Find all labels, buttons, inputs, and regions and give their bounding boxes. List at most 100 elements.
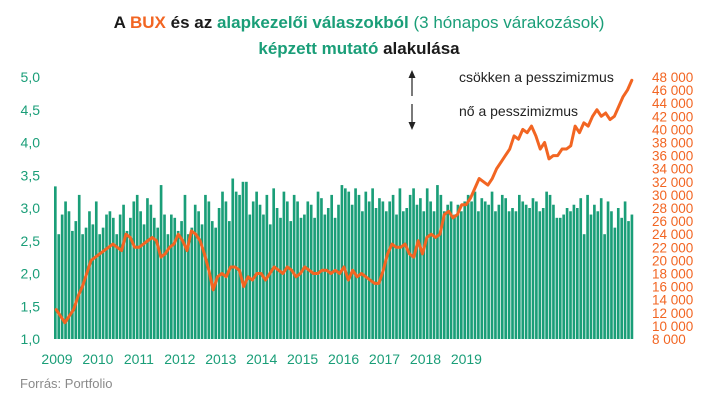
- bar-15: [105, 214, 108, 339]
- bar-166: [620, 217, 624, 339]
- bar-5: [71, 230, 74, 339]
- annotation-up: csökken a pesszimizmus: [459, 69, 614, 85]
- right-tick-label-7: 22 000: [652, 240, 693, 255]
- x-tick-label-6: 2015: [287, 351, 318, 367]
- right-tick-label-9: 26 000: [652, 214, 693, 229]
- title-line-1-segment-1: BUX: [130, 13, 166, 32]
- x-tick-label-7: 2016: [328, 351, 359, 367]
- bar-101: [398, 188, 402, 339]
- right-tick-label-18: 44 000: [652, 96, 693, 111]
- bar-58: [251, 201, 255, 339]
- bar-88: [354, 188, 357, 339]
- bar-116: [449, 201, 453, 339]
- bar-112: [436, 185, 439, 339]
- bar-105: [412, 188, 415, 339]
- bar-156: [586, 194, 589, 339]
- bar-84: [340, 185, 344, 339]
- left-tick-label-5: 3,5: [21, 167, 41, 183]
- bar-95: [378, 198, 381, 339]
- bar-126: [483, 201, 487, 339]
- bar-163: [610, 211, 613, 339]
- bar-18: [115, 234, 119, 339]
- bar-4: [67, 211, 71, 339]
- right-tick-label-8: 24 000: [652, 227, 693, 242]
- right-tick-label-12: 32 000: [652, 175, 693, 190]
- bar-108: [422, 211, 426, 339]
- bar-81: [330, 194, 334, 339]
- bar-168: [627, 221, 630, 339]
- bar-37: [180, 221, 183, 339]
- bar-144: [545, 191, 548, 340]
- bar-114: [442, 211, 446, 339]
- bar-25: [139, 211, 142, 339]
- right-tick-label-20: 48 000: [652, 70, 693, 85]
- bar-135: [514, 211, 518, 339]
- bar-128: [490, 191, 494, 340]
- arrow-up-head: [408, 70, 416, 78]
- x-tick-label-10: 2019: [451, 351, 482, 367]
- bar-147: [555, 217, 559, 339]
- bar-117: [453, 214, 456, 339]
- bar-76: [313, 217, 316, 339]
- bar-113: [439, 194, 443, 339]
- bar-121: [466, 194, 470, 339]
- right-tick-label-2: 12 000: [652, 306, 693, 321]
- title-line-1-segment-2: és az: [165, 13, 217, 32]
- bar-66: [279, 217, 282, 339]
- bar-42: [197, 211, 200, 339]
- bar-21: [125, 230, 129, 339]
- bar-129: [494, 211, 497, 339]
- title-line-1-segment-4: (3 hónapos várakozások): [408, 13, 605, 32]
- bar-119: [460, 211, 463, 339]
- bar-164: [613, 227, 617, 339]
- right-tick-label-6: 20 000: [652, 253, 693, 268]
- bar-136: [518, 194, 521, 339]
- x-tick-label-4: 2013: [205, 351, 236, 367]
- right-tick-label-3: 14 000: [652, 293, 693, 308]
- right-tick-label-16: 40 000: [652, 122, 693, 137]
- bar-140: [531, 198, 535, 339]
- bar-127: [487, 204, 490, 339]
- bar-11: [91, 224, 95, 340]
- bar-79: [323, 214, 327, 339]
- bar-139: [528, 208, 531, 339]
- x-tick-label-2: 2011: [124, 351, 154, 367]
- bar-111: [432, 211, 436, 339]
- bar-13: [98, 234, 102, 339]
- bar-80: [326, 208, 330, 339]
- right-tick-label-19: 46 000: [652, 83, 693, 98]
- bar-71: [296, 201, 299, 339]
- bar-125: [480, 198, 484, 339]
- bar-7: [77, 194, 81, 339]
- bar-53: [234, 191, 238, 340]
- bar-22: [129, 217, 132, 339]
- bar-68: [286, 201, 289, 339]
- bar-40: [190, 227, 194, 339]
- bar-133: [507, 211, 511, 339]
- bar-12: [94, 201, 98, 339]
- bar-28: [149, 204, 153, 339]
- bar-52: [231, 178, 235, 339]
- bar-20: [122, 204, 125, 339]
- x-tick-label-0: 2009: [41, 351, 72, 367]
- bar-35: [173, 217, 177, 339]
- bar-151: [569, 211, 572, 339]
- x-tick-label-1: 2010: [82, 351, 113, 367]
- bar-160: [599, 198, 603, 339]
- bar-70: [292, 194, 296, 339]
- bar-2: [60, 214, 64, 339]
- bar-31: [159, 185, 163, 339]
- right-tick-label-13: 34 000: [652, 162, 693, 177]
- bar-1: [57, 234, 61, 339]
- bar-32: [163, 214, 166, 339]
- bar-115: [446, 204, 450, 339]
- right-tick-label-11: 30 000: [652, 188, 693, 203]
- right-tick-label-5: 18 000: [652, 267, 693, 282]
- bar-54: [238, 194, 241, 339]
- bar-154: [579, 198, 583, 339]
- bar-103: [405, 208, 409, 339]
- bar-97: [384, 211, 388, 339]
- bar-19: [118, 214, 122, 339]
- title-line-2-segment-1: alakulása: [378, 39, 460, 58]
- bar-44: [204, 194, 207, 339]
